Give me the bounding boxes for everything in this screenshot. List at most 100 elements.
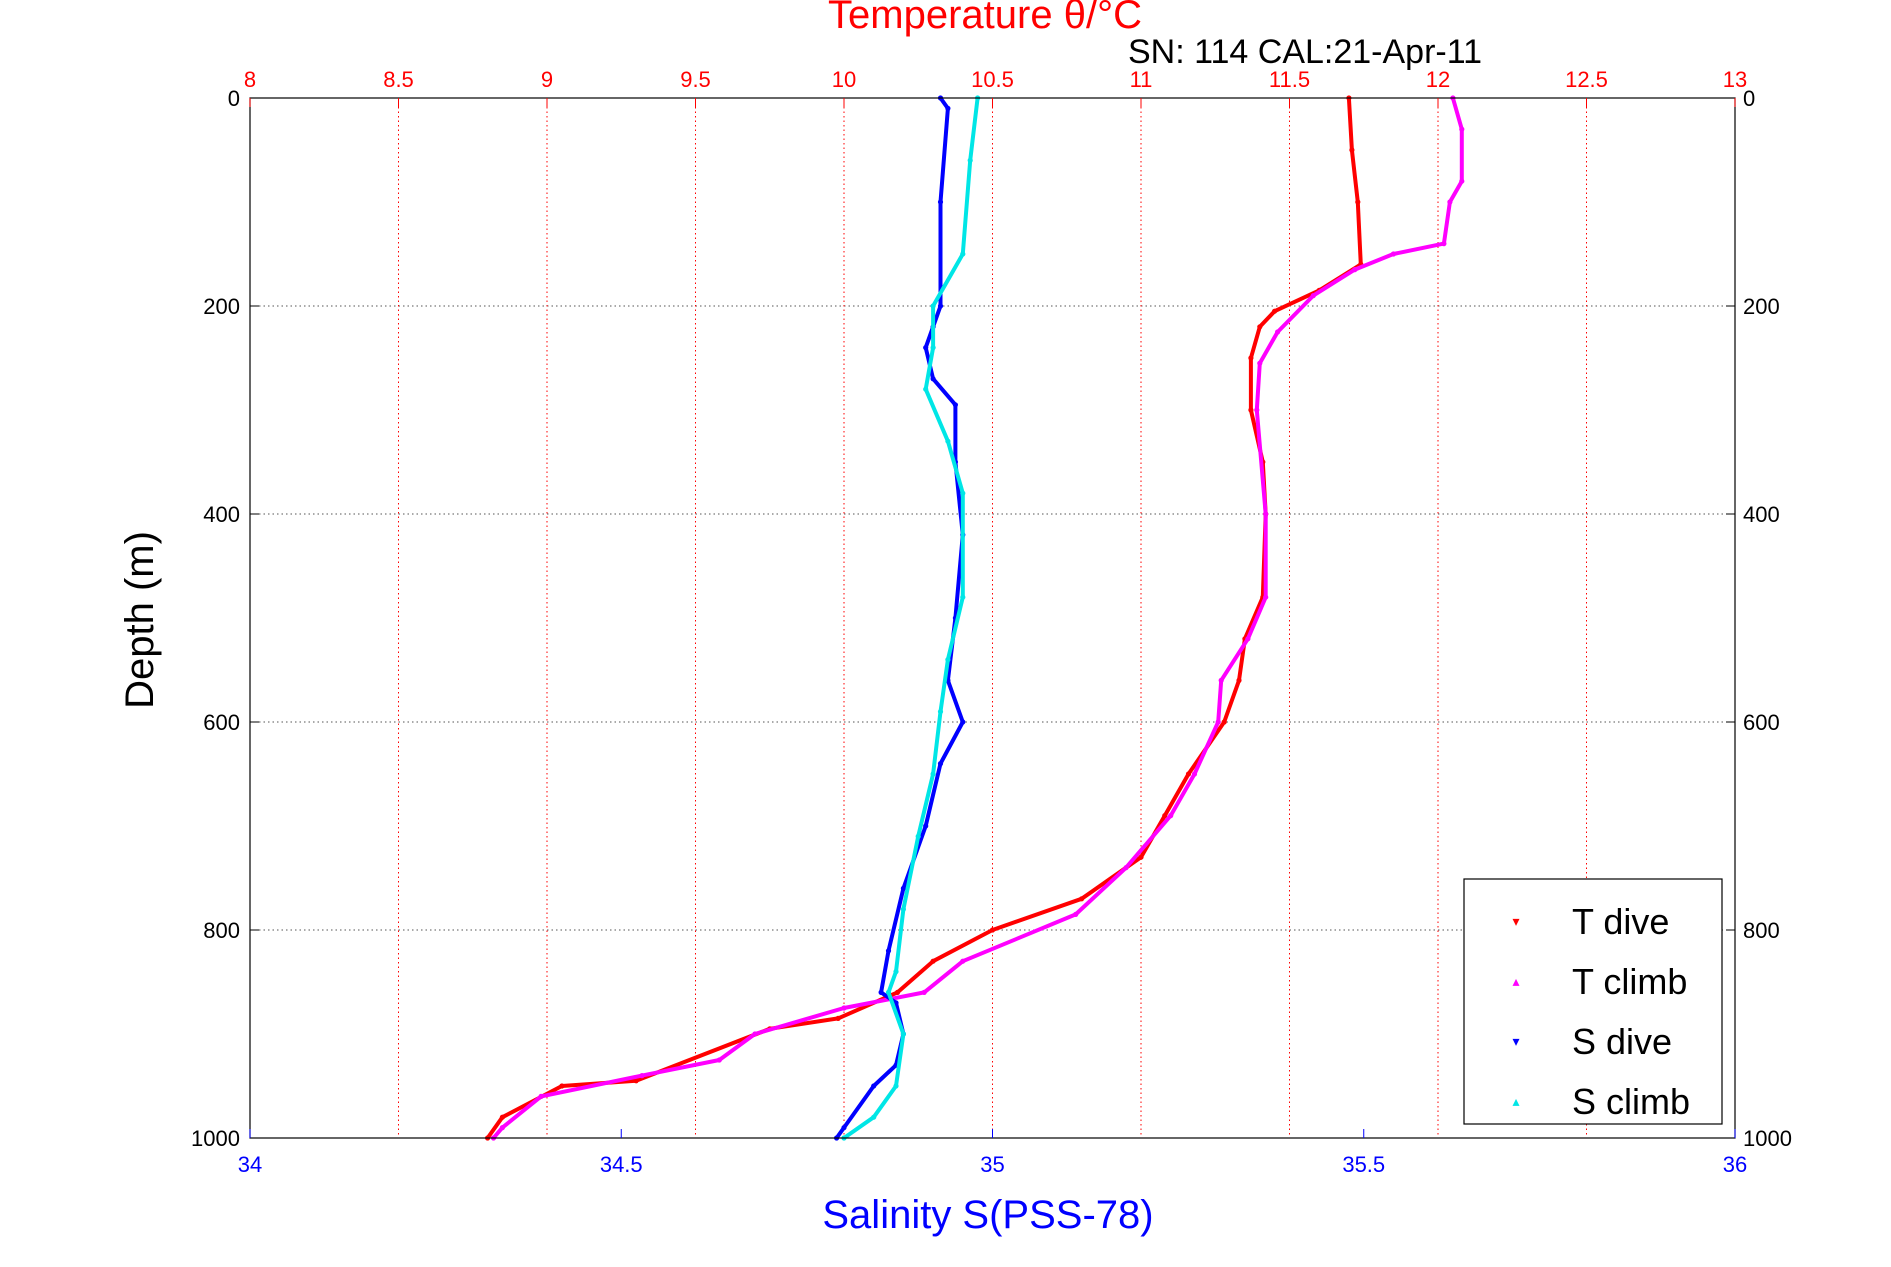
temperature-tick-label: 12	[1426, 67, 1450, 92]
data-point-t-dive	[1221, 719, 1227, 725]
data-point-t-dive	[1138, 854, 1144, 860]
data-point-t-dive	[1079, 896, 1085, 902]
depth-tick-label-left: 200	[203, 294, 240, 319]
data-point-t-climb	[1310, 293, 1316, 299]
data-point-t-dive	[559, 1083, 565, 1089]
data-point-t-climb	[1275, 329, 1281, 335]
temperature-tick-label: 11.5	[1269, 67, 1310, 92]
salinity-tick-label: 34	[238, 1152, 262, 1177]
data-point-t-climb	[1073, 911, 1079, 918]
salinity-tick-label: 36	[1723, 1152, 1747, 1177]
data-point-s-dive	[885, 948, 892, 954]
data-point-s-climb	[930, 345, 936, 351]
data-point-s-dive	[871, 1083, 877, 1089]
data-point-t-climb	[1447, 199, 1453, 205]
data-point-t-climb	[1459, 126, 1465, 132]
data-point-t-climb	[1257, 360, 1263, 366]
series-line-t-dive	[485, 96, 1363, 1140]
data-point-t-dive	[499, 1114, 505, 1120]
data-point-s-climb	[945, 438, 951, 444]
data-point-t-climb	[538, 1093, 544, 1099]
series-line-s-climb	[842, 96, 980, 1140]
data-point-t-dive	[989, 927, 996, 933]
temperature-tick-label: 10	[832, 67, 856, 92]
data-point-s-climb	[885, 989, 892, 996]
temperature-tick-label: 9	[541, 67, 553, 92]
data-point-t-climb	[716, 1057, 722, 1063]
data-point-s-climb	[900, 1031, 907, 1037]
depth-tick-label-right: 1000	[1743, 1126, 1792, 1151]
data-point-t-climb	[1218, 677, 1224, 684]
legend-label-t-dive: T dive	[1572, 901, 1669, 942]
data-point-s-dive	[937, 761, 944, 767]
x-axis-label: Salinity S(PSS-78)	[822, 1193, 1153, 1237]
data-point-s-dive	[930, 376, 936, 382]
salinity-tick-label: 35	[980, 1152, 1004, 1177]
data-point-t-climb	[1254, 407, 1260, 413]
data-point-s-climb	[960, 594, 966, 600]
legend-label-t-climb: T climb	[1572, 961, 1687, 1002]
y-axis-label: Depth (m)	[118, 531, 162, 709]
data-point-s-dive	[923, 345, 929, 351]
temperature-tick-label: 12.5	[1565, 67, 1608, 92]
data-point-s-climb	[960, 490, 966, 496]
data-point-s-dive	[937, 199, 944, 205]
data-point-t-climb	[639, 1073, 645, 1079]
legend-marker-t-dive: ▾	[1512, 913, 1519, 929]
salinity-tick-label: 34.5	[600, 1152, 643, 1177]
legend-items: ▾ T dive ▴ T climb ▾ S dive ▴ S climb	[1512, 901, 1690, 1122]
data-point-t-dive	[1272, 308, 1278, 314]
data-point-t-climb	[1191, 771, 1198, 777]
legend-marker-s-dive: ▾	[1512, 1033, 1519, 1049]
salinity-tick-label: 35.5	[1342, 1152, 1385, 1177]
chart-subtitle: SN: 114 CAL:21-Apr-11	[1128, 33, 1482, 71]
data-point-t-dive	[930, 958, 936, 964]
data-point-t-climb	[1441, 241, 1447, 247]
temperature-tick-label: 13	[1723, 67, 1747, 92]
chart-title: Temperature θ/°C	[828, 0, 1142, 37]
data-point-s-climb	[960, 251, 966, 257]
temperature-tick-label: 8.5	[383, 67, 414, 92]
data-point-t-climb	[1168, 813, 1174, 819]
data-point-s-climb	[915, 833, 921, 840]
depth-tick-label-right: 0	[1743, 86, 1755, 111]
legend-marker-t-climb: ▴	[1512, 973, 1519, 989]
legend: ▾ T dive ▴ T climb ▾ S dive ▴ S climb	[1463, 878, 1723, 1125]
data-point-t-dive	[894, 989, 901, 996]
data-point-s-dive	[945, 105, 951, 111]
depth-tick-label-left: 0	[228, 86, 240, 111]
data-point-t-climb	[1352, 267, 1358, 273]
data-point-t-climb	[1263, 594, 1269, 600]
data-point-t-climb	[921, 989, 927, 996]
data-point-s-climb	[923, 386, 929, 392]
depth-tick-label-left: 800	[203, 918, 240, 943]
data-point-t-climb	[1123, 865, 1129, 871]
data-point-s-climb	[930, 303, 936, 309]
data-point-s-climb	[937, 709, 944, 715]
data-point-s-climb	[967, 157, 973, 163]
data-point-t-climb	[1390, 251, 1396, 257]
data-point-t-dive	[1257, 324, 1263, 330]
data-point-t-climb	[1215, 719, 1221, 725]
temperature-tick-label: 9.5	[680, 67, 711, 92]
series-t-climb	[490, 95, 1465, 1141]
data-point-t-climb	[960, 958, 966, 964]
data-point-t-dive	[1162, 813, 1168, 819]
data-point-s-climb	[930, 771, 936, 777]
data-point-t-climb	[1459, 178, 1465, 184]
data-point-t-climb	[1263, 511, 1269, 517]
depth-tick-label-left: 400	[203, 502, 240, 527]
data-point-s-dive	[937, 303, 944, 309]
data-point-t-dive	[1355, 199, 1361, 205]
data-point-t-climb	[1245, 636, 1251, 642]
data-point-t-dive	[1248, 355, 1254, 361]
data-point-s-climb	[900, 906, 907, 912]
series-t-dive	[485, 95, 1364, 1141]
data-point-s-climb	[945, 657, 951, 663]
data-point-t-dive	[1236, 677, 1242, 684]
data-point-t-dive	[835, 1015, 841, 1022]
data-point-t-climb	[841, 1005, 847, 1011]
depth-tick-label-right: 600	[1743, 710, 1780, 735]
